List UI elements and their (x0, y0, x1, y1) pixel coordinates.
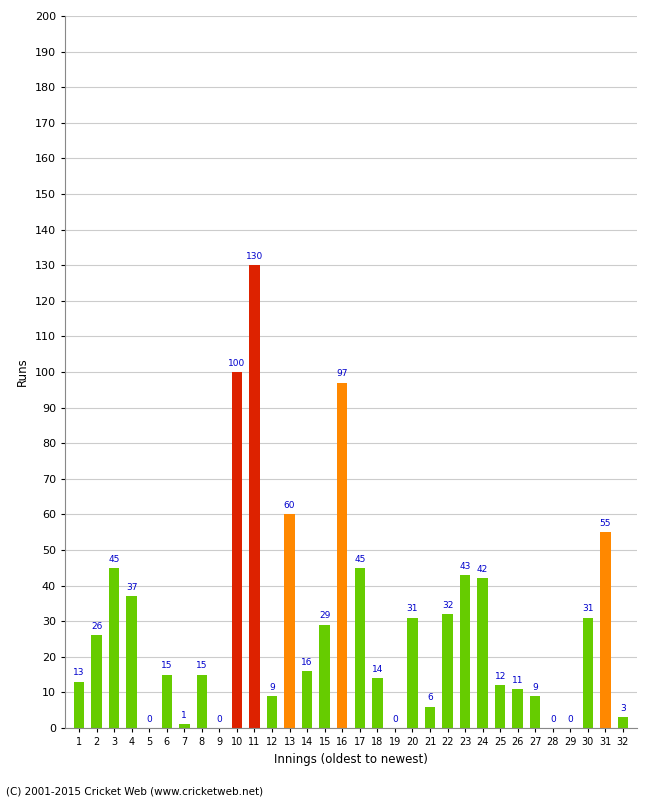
Bar (600, 532, 611, 728)
Bar (91, 635, 102, 728)
Text: 16: 16 (302, 658, 313, 666)
Text: 45: 45 (354, 554, 365, 563)
Bar (179, 725, 190, 728)
Text: 12: 12 (495, 672, 506, 681)
Text: 100: 100 (228, 358, 246, 368)
Text: 9: 9 (269, 682, 275, 692)
Text: 1: 1 (181, 711, 187, 720)
Bar (477, 578, 488, 728)
Text: 31: 31 (407, 604, 418, 614)
Bar (126, 596, 137, 728)
Bar (424, 706, 436, 728)
Text: 14: 14 (372, 665, 383, 674)
Bar (530, 696, 541, 728)
Text: (C) 2001-2015 Cricket Web (www.cricketweb.net): (C) 2001-2015 Cricket Web (www.cricketwe… (6, 786, 264, 796)
Bar (618, 718, 629, 728)
Text: 45: 45 (109, 554, 120, 563)
Text: 0: 0 (146, 714, 152, 724)
Text: 97: 97 (337, 370, 348, 378)
Text: 32: 32 (442, 601, 453, 610)
Bar (495, 686, 506, 728)
Bar (196, 674, 207, 728)
Text: 29: 29 (319, 611, 330, 621)
Text: 37: 37 (126, 583, 137, 592)
Text: 43: 43 (460, 562, 471, 570)
Bar (442, 614, 453, 728)
Text: 9: 9 (532, 682, 538, 692)
Text: 0: 0 (550, 714, 556, 724)
Bar (354, 568, 365, 728)
Bar (582, 618, 593, 728)
Text: 0: 0 (216, 714, 222, 724)
Bar (284, 514, 295, 728)
Bar (407, 618, 418, 728)
Text: 3: 3 (620, 704, 626, 713)
Text: 42: 42 (477, 566, 488, 574)
Y-axis label: Runs: Runs (16, 358, 29, 386)
Text: 26: 26 (91, 622, 102, 631)
Text: 130: 130 (246, 252, 263, 261)
Text: 60: 60 (284, 501, 295, 510)
Text: 31: 31 (582, 604, 593, 614)
Bar (460, 575, 471, 728)
Bar (266, 696, 278, 728)
Text: 13: 13 (73, 669, 84, 678)
Text: 15: 15 (196, 662, 207, 670)
Bar (231, 372, 242, 728)
Bar (161, 674, 172, 728)
Text: 6: 6 (427, 694, 433, 702)
X-axis label: Innings (oldest to newest): Innings (oldest to newest) (274, 753, 428, 766)
Bar (512, 689, 523, 728)
Bar (109, 568, 120, 728)
Text: 11: 11 (512, 675, 523, 685)
Bar (249, 266, 260, 728)
Bar (372, 678, 383, 728)
Text: 0: 0 (392, 714, 398, 724)
Text: 55: 55 (600, 519, 611, 528)
Bar (337, 382, 348, 728)
Bar (73, 682, 84, 728)
Text: 15: 15 (161, 662, 172, 670)
Bar (319, 625, 330, 728)
Text: 0: 0 (567, 714, 573, 724)
Bar (302, 671, 313, 728)
